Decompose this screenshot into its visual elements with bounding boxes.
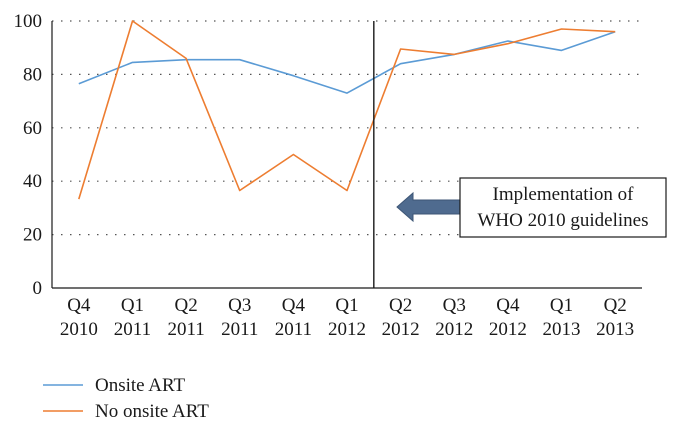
series-lines: [78, 20, 616, 200]
x-tick-label: Q3 2011: [221, 295, 258, 340]
legend-label-no-onsite-art: No onsite ART: [95, 401, 209, 422]
x-tick-label: Q1 2011: [114, 295, 151, 340]
left-arrow-icon: [396, 191, 462, 223]
y-tick-labels: 0 20 40 60 80 100: [14, 11, 43, 299]
y-tick-label: 40: [23, 171, 42, 192]
y-tick-label: 60: [23, 118, 42, 139]
x-tick-label: Q4 2010: [60, 295, 98, 340]
x-tick-label: Q2 2013: [596, 295, 634, 340]
x-tick-label: Q4 2012: [489, 295, 527, 340]
x-tick-label: Q2 2012: [382, 295, 420, 340]
series-line-no-onsite-art: [78, 20, 616, 200]
annotation: Implementation of WHO 2010 guidelines: [396, 177, 667, 238]
series-line-onsite-art: [78, 30, 616, 94]
annotation-line-2: WHO 2010 guidelines: [478, 210, 649, 231]
y-tick-label: 80: [23, 64, 42, 85]
x-tick-label: Q3 2012: [435, 295, 473, 340]
x-tick-label: Q1 2013: [543, 295, 581, 340]
x-tick-label: Q2 2011: [167, 295, 204, 340]
x-tick-label: Q1 2012: [328, 295, 366, 340]
x-tick-labels: Q4 2010 Q1 2011 Q2 2011 Q3 2011 Q4 2011 Q1 2012 Q2 20…: [60, 295, 634, 340]
y-tick-label: 20: [23, 225, 42, 246]
annotation-line-1: Implementation of: [493, 184, 635, 205]
legend-label-onsite-art: Onsite ART: [95, 375, 186, 396]
legend: Onsite ART No onsite ART: [43, 375, 209, 422]
axes: [51, 21, 642, 289]
y-tick-label: 100: [14, 11, 43, 32]
x-tick-label: Q4 2011: [275, 295, 312, 340]
y-tick-label: 0: [33, 278, 43, 299]
annotation-box: [459, 177, 667, 238]
